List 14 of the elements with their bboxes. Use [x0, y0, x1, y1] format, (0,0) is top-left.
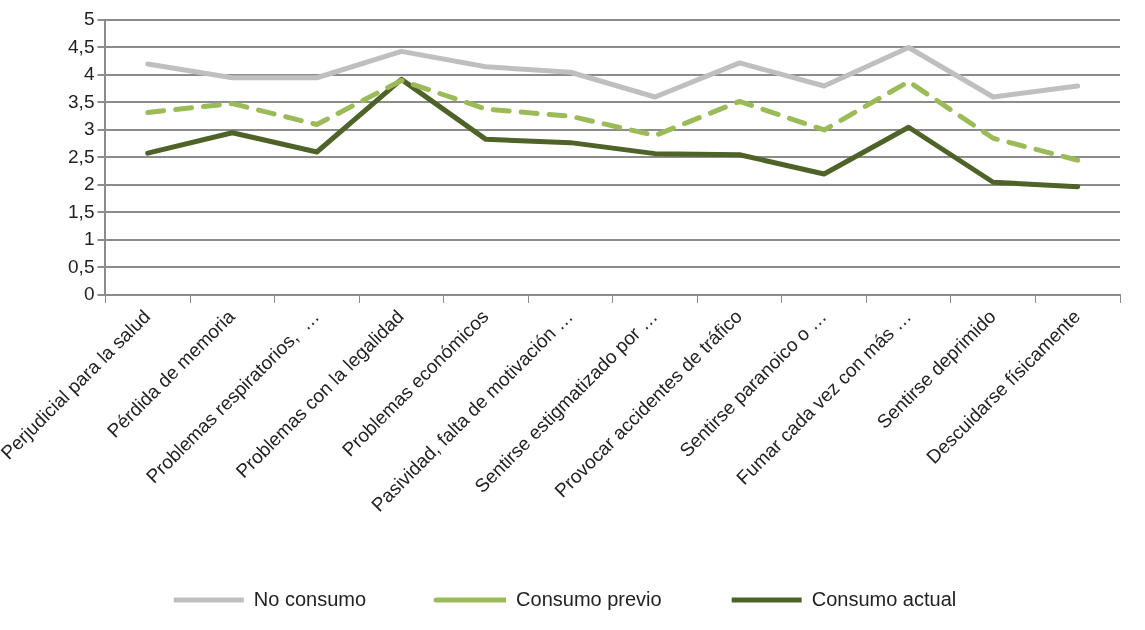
y-tick-label: 5	[83, 8, 95, 30]
y-tick-label: 2,5	[68, 145, 95, 167]
y-tick-label: 1	[83, 228, 95, 250]
y-tick-label: 3,5	[68, 90, 95, 112]
y-tick-label: 0,5	[68, 255, 95, 277]
y-tick-label: 0	[83, 283, 95, 305]
legend-label: Consumo actual	[811, 587, 957, 610]
y-tick-label: 2	[83, 173, 95, 195]
y-tick-label: 4,5	[68, 35, 95, 57]
y-tick-label: 4	[83, 63, 95, 85]
legend-label: Consumo previo	[516, 587, 662, 610]
y-tick-label: 3	[83, 118, 95, 140]
y-tick-label: 1,5	[68, 200, 95, 222]
legend-label: No consumo	[253, 587, 367, 610]
